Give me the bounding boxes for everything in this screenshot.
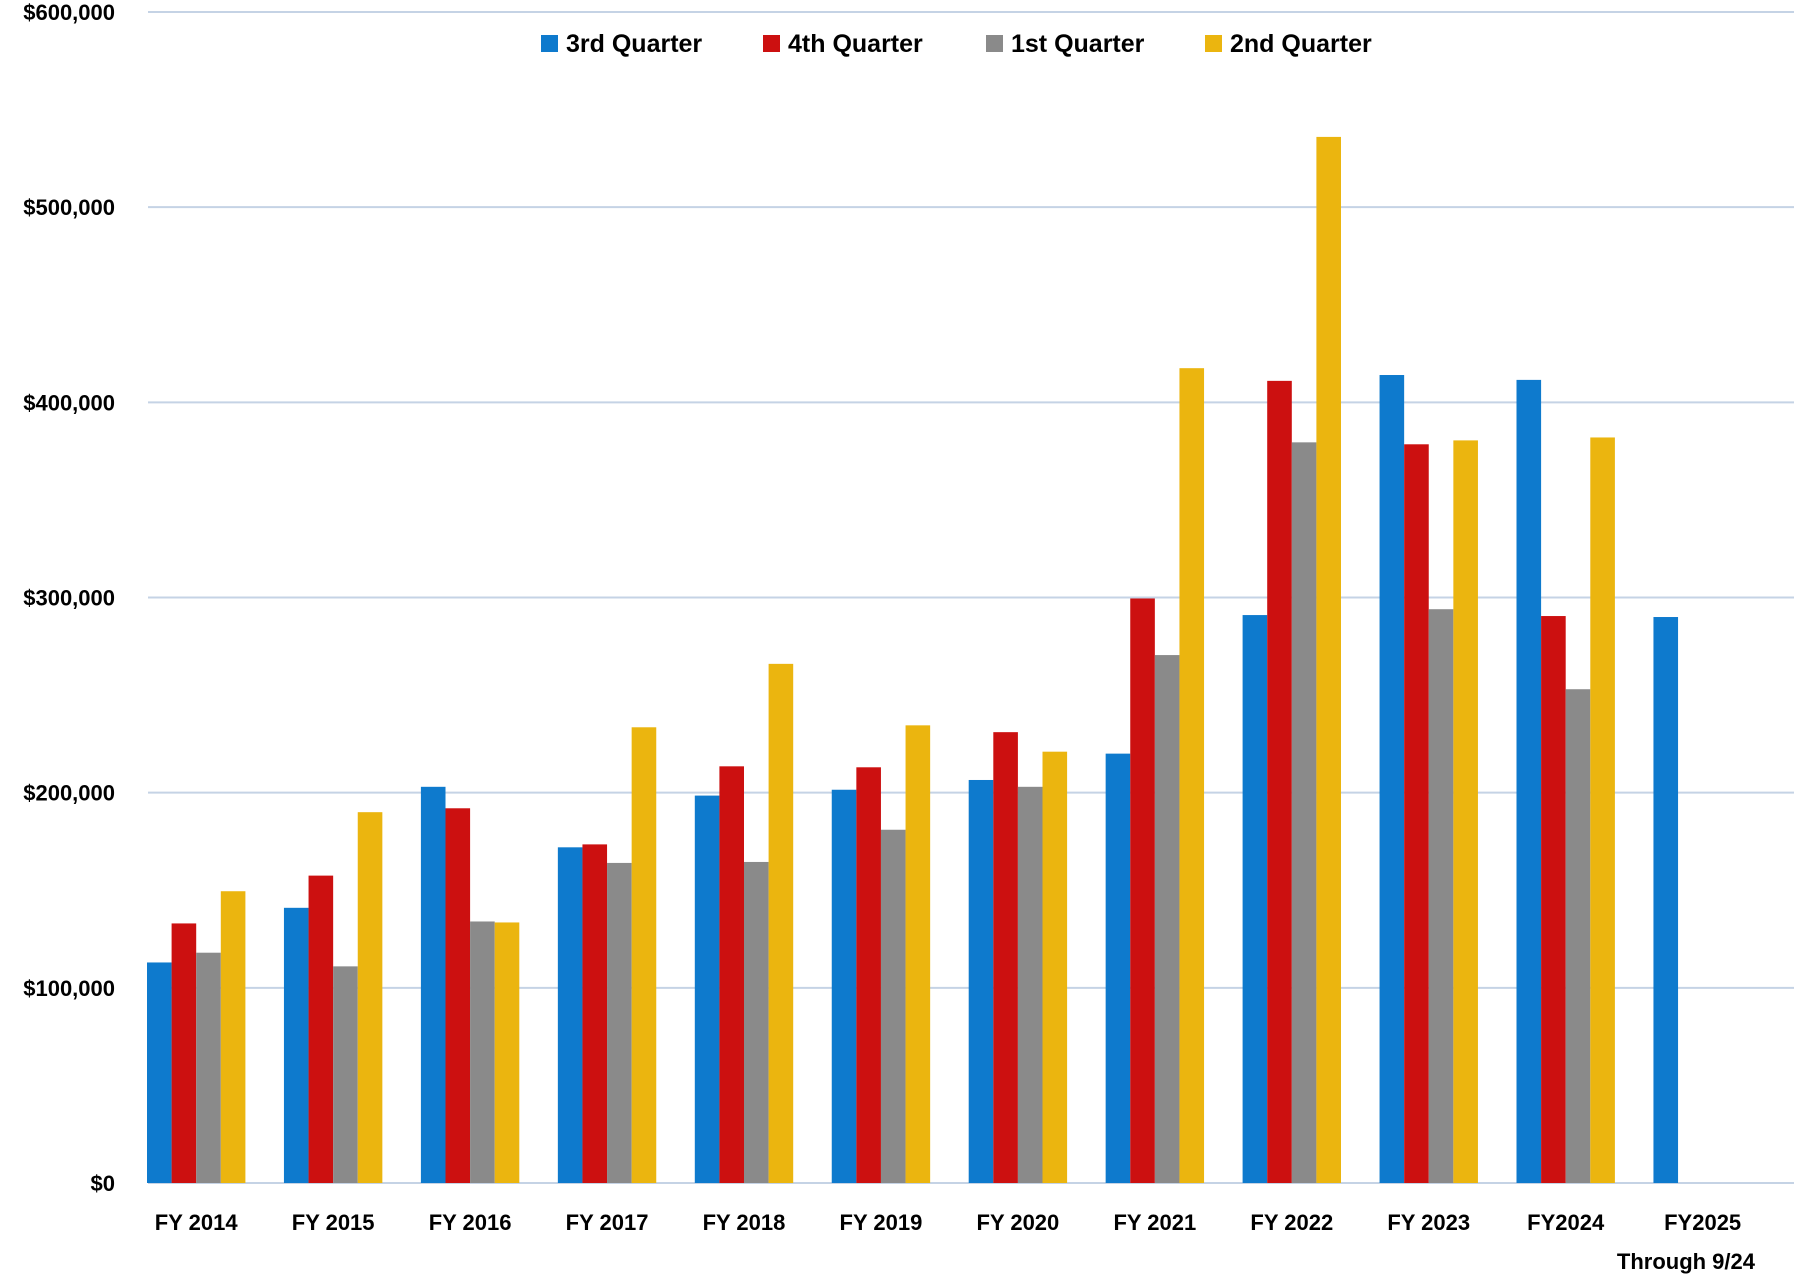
x-tick-label-fy-2016: FY 2016 (429, 1210, 512, 1235)
legend-label: 1st Quarter (1011, 30, 1145, 58)
bar-4th-quarter-fy-2023 (1404, 444, 1429, 1183)
bar-2nd-quarter-fy-2022 (1316, 136, 1341, 1184)
bar-4th-quarter-fy-2018 (719, 766, 744, 1183)
y-tick-label: $600,000 (23, 0, 115, 25)
x-tick-sublabel: Through 9/24 (1617, 1249, 1756, 1274)
legend-swatch (763, 35, 780, 52)
bar-3rd-quarter-fy-2023 (1379, 375, 1405, 1183)
bar-1st-quarter-fy-2017 (607, 862, 632, 1183)
bar-1st-quarter-fy-2023 (1428, 609, 1454, 1183)
legend-item-1st-quarter: 1st Quarter (986, 30, 1145, 58)
legend-swatch (541, 35, 558, 52)
bar-1st-quarter-fy-2022 (1291, 442, 1317, 1183)
bar-3rd-quarter-fy-2020 (968, 779, 994, 1183)
bar-1st-quarter-fy-2015 (333, 966, 358, 1183)
bar-3rd-quarter-fy-2017 (557, 847, 583, 1183)
bar-1st-quarter-fy-2016 (470, 921, 495, 1183)
x-tick-label-fy2025: FY2025 (1664, 1210, 1741, 1235)
x-tick-label-fy-2018: FY 2018 (703, 1210, 786, 1235)
bar-2nd-quarter-fy-2020 (1042, 751, 1068, 1183)
bar-3rd-quarter-fy-2021 (1105, 753, 1131, 1183)
bar-1st-quarter-fy-2021 (1154, 655, 1180, 1183)
x-tick-label-fy-2021: FY 2021 (1113, 1210, 1196, 1235)
x-tick-label-fy-2014: FY 2014 (155, 1210, 239, 1235)
legend-label: 2nd Quarter (1230, 30, 1372, 58)
bar-3rd-quarter-fy2024 (1516, 379, 1542, 1183)
y-tick-label: $400,000 (23, 390, 115, 415)
bar-3rd-quarter-fy-2018 (694, 795, 720, 1183)
bar-4th-quarter-fy-2022 (1267, 380, 1292, 1183)
y-axis-tick-labels: $0 $100,000 $200,000 $300,000 $400,000 $500,0… (23, 0, 115, 1196)
bar-4th-quarter-fy2024 (1541, 616, 1566, 1183)
y-tick-label: $100,000 (23, 976, 115, 1001)
legend-label: 3rd Quarter (566, 30, 702, 58)
legend-item-4th-quarter: 4th Quarter (763, 30, 923, 58)
bar-4th-quarter-fy-2016 (445, 808, 471, 1183)
x-tick-label-fy-2023: FY 2023 (1387, 1210, 1470, 1235)
bar-3rd-quarter-fy-2019 (831, 789, 857, 1183)
x-tick-label-fy-2020: FY 2020 (977, 1210, 1060, 1235)
bar-3rd-quarter-fy-2022 (1242, 615, 1268, 1183)
bar-2nd-quarter-fy-2021 (1179, 368, 1205, 1183)
bar-4th-quarter-fy-2020 (993, 732, 1018, 1183)
x-tick-label-fy-2019: FY 2019 (840, 1210, 923, 1235)
bar-3rd-quarter-fy-2015 (283, 907, 309, 1183)
bar-1st-quarter-fy-2020 (1017, 786, 1043, 1183)
legend-item-2nd-quarter: 2nd Quarter (1205, 30, 1372, 58)
bars (147, 136, 1679, 1184)
bar-4th-quarter-fy-2015 (308, 875, 334, 1183)
bar-2nd-quarter-fy-2016 (494, 922, 520, 1183)
bar-4th-quarter-fy-2014 (171, 923, 197, 1183)
bar-3rd-quarter-fy2025 (1653, 617, 1679, 1183)
legend-item-3rd-quarter: 3rd Quarter (541, 30, 702, 58)
y-tick-label: $300,000 (23, 586, 115, 611)
x-tick-label-fy-2015: FY 2015 (292, 1210, 375, 1235)
bar-1st-quarter-fy-2014 (196, 952, 221, 1183)
bar-2nd-quarter-fy-2015 (357, 812, 383, 1183)
x-tick-label-fy-2017: FY 2017 (566, 1210, 649, 1235)
x-tick-label-fy-2022: FY 2022 (1250, 1210, 1333, 1235)
y-tick-label: $0 (91, 1171, 115, 1196)
bar-2nd-quarter-fy-2017 (631, 727, 657, 1183)
bar-4th-quarter-fy-2019 (856, 767, 881, 1183)
bar-2nd-quarter-fy-2014 (220, 891, 246, 1183)
y-tick-label: $200,000 (23, 781, 115, 806)
bar-2nd-quarter-fy-2018 (768, 663, 794, 1183)
x-axis-category-labels: FY 2014 FY 2015 FY 2016 FY 2017 FY 2018 FY 20… (155, 1210, 1756, 1274)
bar-1st-quarter-fy-2019 (880, 829, 906, 1183)
bar-4th-quarter-fy-2021 (1130, 598, 1155, 1183)
bar-1st-quarter-fy-2018 (744, 861, 769, 1183)
bar-2nd-quarter-fy2024 (1590, 437, 1615, 1183)
bar-2nd-quarter-fy-2019 (905, 725, 931, 1183)
legend: 3rd Quarter 4th Quarter 1st Quarter 2nd Qua… (541, 30, 1372, 58)
bar-1st-quarter-fy2024 (1565, 689, 1591, 1183)
y-tick-label: $500,000 (23, 195, 115, 220)
x-tick-label-fy2024: FY2024 (1527, 1210, 1605, 1235)
bar-3rd-quarter-fy-2016 (420, 786, 446, 1183)
legend-label: 4th Quarter (788, 30, 923, 58)
legend-swatch (1205, 35, 1222, 52)
bar-4th-quarter-fy-2017 (582, 844, 608, 1183)
bar-3rd-quarter-fy-2014 (147, 962, 172, 1183)
bar-2nd-quarter-fy-2023 (1453, 440, 1478, 1183)
legend-swatch (986, 35, 1003, 52)
